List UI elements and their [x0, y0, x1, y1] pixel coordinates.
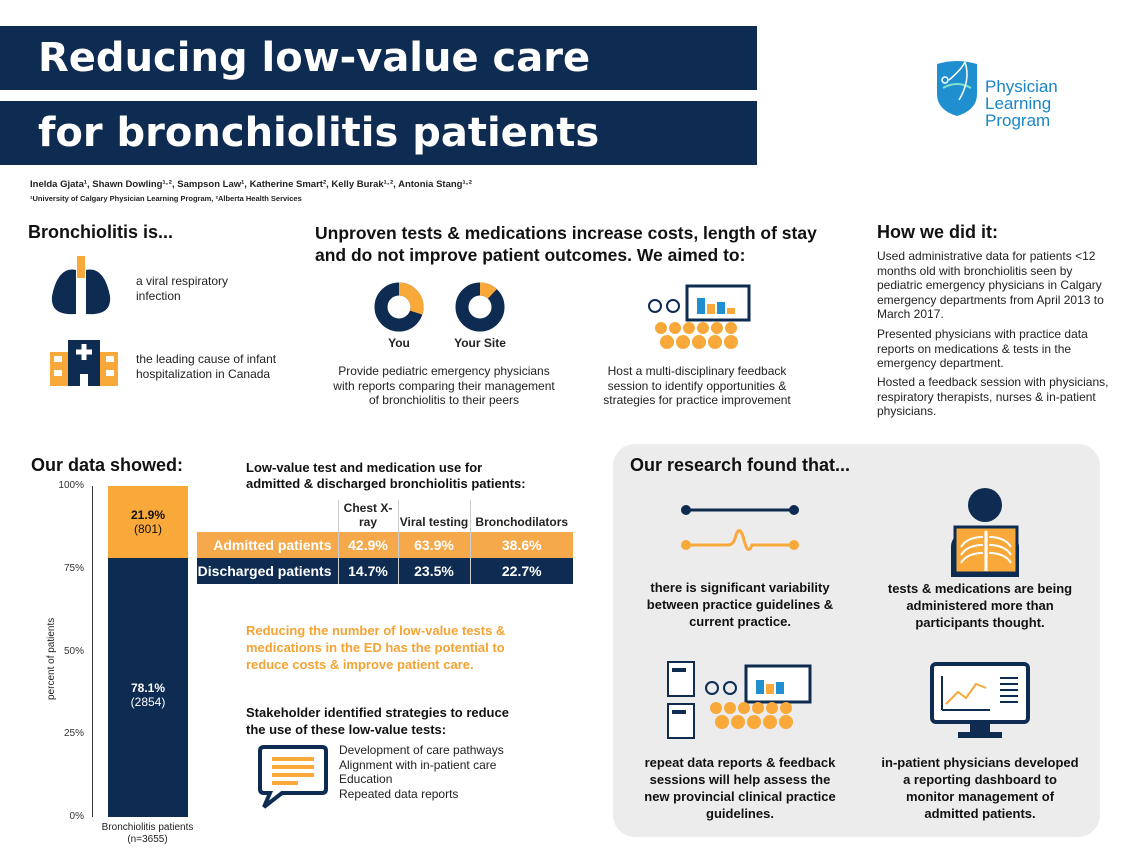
- col-viral-testing: Viral testing: [398, 500, 471, 532]
- variability-lines-icon: [681, 505, 799, 551]
- data-showed-heading: Our data showed:: [31, 455, 184, 475]
- table-row: Discharged patients 14.7% 23.5% 22.7%: [197, 558, 573, 584]
- bar-label-navy: 78.1%: [130, 681, 166, 695]
- usage-table: Chest X-ray Viral testing Bronchodilator…: [197, 500, 573, 584]
- y-tick-label: 50%: [63, 645, 84, 657]
- donut-you-label: You: [388, 336, 410, 350]
- col-bronchodilators: Bronchodilators: [475, 515, 569, 529]
- how-heading: How we did it:: [877, 222, 998, 242]
- bronchiolitis-item-2: the leading cause of infant hospitalizat…: [136, 352, 277, 381]
- logo-line-1: Physician: [985, 77, 1058, 96]
- feedback-session-icon: [648, 284, 751, 349]
- strategies-list: Development of care pathways Alignment w…: [339, 743, 539, 801]
- strategies-heading: Stakeholder identified strategies to red…: [246, 705, 509, 737]
- research-heading: Our research found that...: [630, 455, 851, 475]
- authors: Inelda Gjata¹, Shawn Dowling¹·², Sampson…: [30, 179, 472, 190]
- lungs-icon: [51, 256, 111, 315]
- list-item: Repeated data reports: [339, 786, 459, 801]
- list-item: Development of care pathways: [339, 743, 504, 757]
- speech-bubble-icon: [258, 745, 328, 809]
- bar-segment-22: [108, 486, 188, 559]
- cell: 22.7%: [470, 558, 573, 584]
- bar-count-navy: (2854): [130, 695, 166, 709]
- col-chest-xray: Chest X-ray: [338, 500, 399, 532]
- bar-count-orange: (801): [133, 522, 162, 536]
- how-p1: Used administrative data for patients <1…: [877, 249, 1104, 321]
- title-line-1: Reducing low-value care: [0, 26, 757, 90]
- cell: 42.9%: [338, 532, 399, 558]
- reports-feedback-icon: [667, 661, 812, 739]
- aim-1: Provide pediatric emergency physicians w…: [333, 364, 555, 407]
- aim-2: Host a multi-disciplinary feedback sessi…: [603, 364, 791, 407]
- bronchiolitis-item-1: a viral respiratory infection: [136, 274, 229, 303]
- how-p3: Hosted a feedback session with physician…: [877, 375, 1109, 418]
- cell: 14.7%: [338, 558, 399, 584]
- cell: 63.9%: [398, 532, 471, 558]
- how-p2: Presented physicians with practice data …: [877, 327, 1088, 370]
- table-heading: Low-value test and medication use for ad…: [246, 460, 526, 491]
- list-item: Education: [339, 772, 393, 786]
- aims-heading: Unproven tests & medications increase co…: [315, 223, 817, 265]
- highlight-text: Reducing the number of low-value tests &…: [246, 623, 506, 672]
- donut-you: [374, 282, 424, 332]
- finding-4: in-patient physicians developed a report…: [881, 755, 1079, 821]
- finding-3: repeat data reports & feedback sessions …: [644, 755, 836, 821]
- row-label: Discharged patients: [197, 558, 339, 584]
- affiliations: ¹University of Calgary Physician Learnin…: [30, 194, 302, 203]
- list-item: Alignment with in-patient care: [339, 757, 497, 772]
- donut-your-site: [455, 282, 505, 332]
- y-tick-label: 100%: [58, 480, 84, 491]
- cell: 38.6%: [470, 532, 573, 558]
- title-line-2: for bronchiolitis patients: [0, 101, 757, 165]
- y-axis-label: percent of patients: [46, 617, 57, 700]
- y-tick-label: 25%: [63, 728, 84, 740]
- donut-site-label: Your Site: [454, 336, 506, 350]
- bar-segment-78: [108, 558, 188, 817]
- stethoscope-shield-icon: [937, 61, 977, 116]
- x-label: Bronchiolitis patients: [101, 822, 194, 833]
- dashboard-monitor-icon: [930, 662, 1030, 738]
- table-row: Admitted patients 42.9% 63.9% 38.6%: [197, 532, 573, 558]
- bar-label-orange: 21.9%: [130, 508, 166, 522]
- hospital-icon: [50, 340, 118, 386]
- x-sublabel: (n=3655): [127, 834, 168, 845]
- finding-1: there is significant variability between…: [646, 580, 834, 629]
- logo-line-3: Program: [985, 111, 1051, 130]
- y-tick-label: 75%: [63, 562, 84, 574]
- finding-2: tests & medications are being administer…: [887, 581, 1073, 630]
- xray-patient-icon: [951, 488, 1019, 577]
- y-axis: [92, 486, 93, 817]
- row-label: Admitted patients: [197, 532, 339, 558]
- logo-line-2: Learning: [985, 94, 1052, 113]
- logo: Physician Learning Program: [935, 60, 1105, 129]
- bronchiolitis-heading: Bronchiolitis is...: [28, 222, 174, 242]
- cell: 23.5%: [398, 558, 471, 584]
- y-tick-label: 0%: [69, 811, 84, 822]
